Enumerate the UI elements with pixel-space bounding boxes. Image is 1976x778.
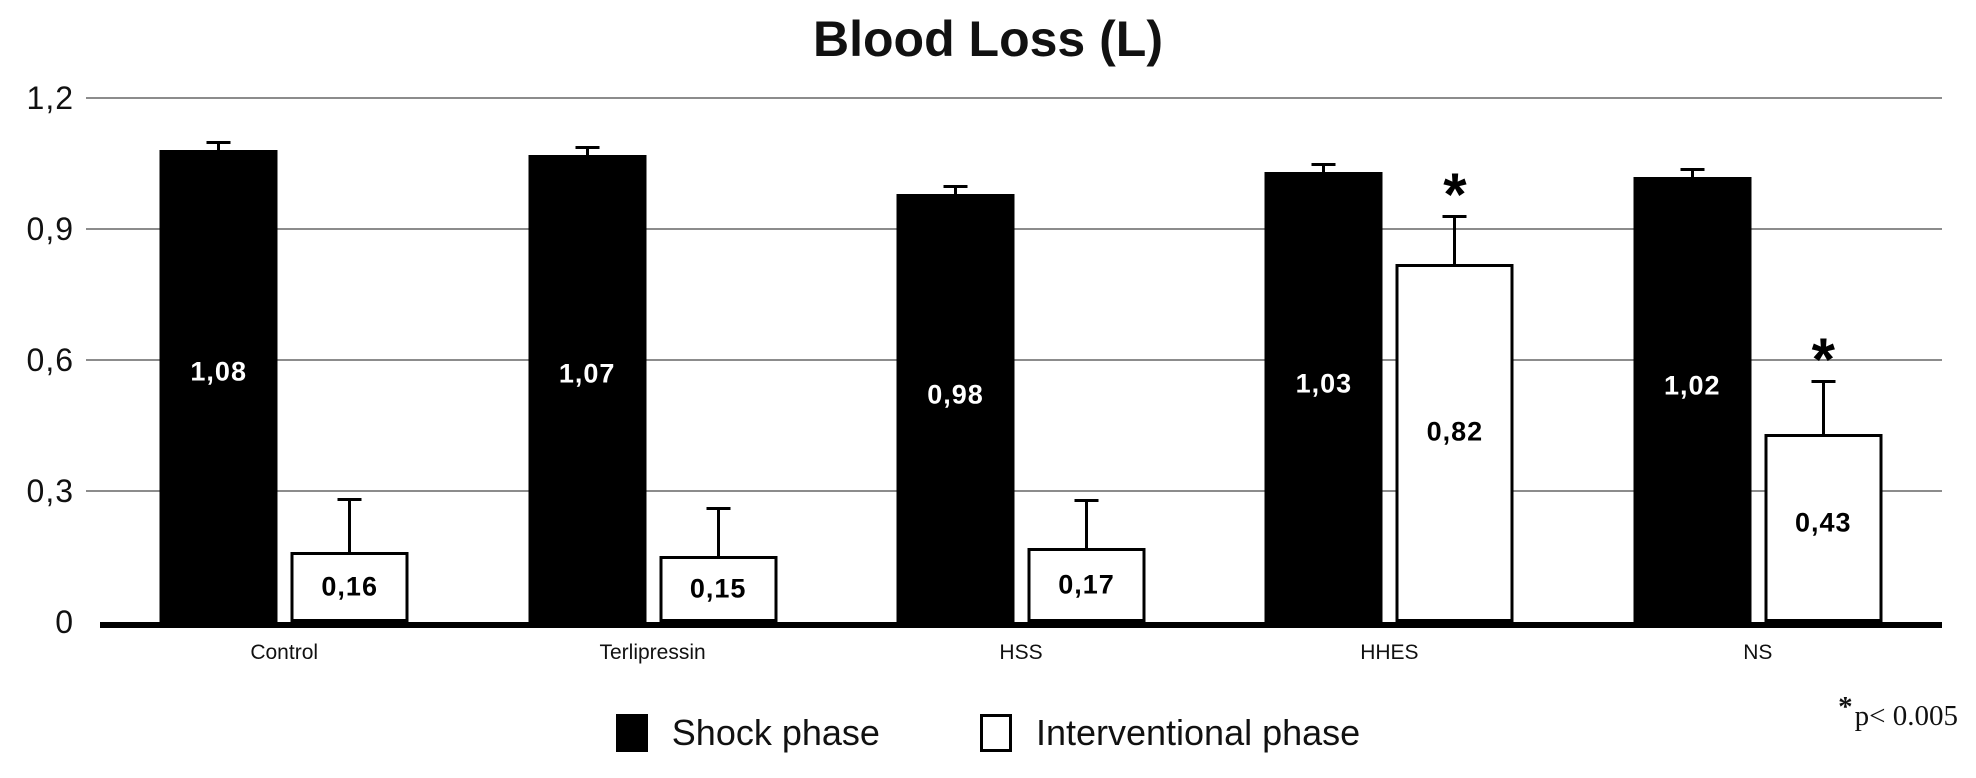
error-bar-stem	[1821, 380, 1825, 437]
significance-note: *p< 0.005	[1838, 691, 1958, 733]
legend-swatch-shock-phase	[615, 714, 648, 752]
x-category-label: Terlipressin	[599, 641, 706, 664]
error-bar-cap	[1680, 168, 1705, 171]
significance-asterisk: *	[1443, 161, 1467, 228]
bar-shock-hss: 0,98	[896, 185, 1015, 622]
error-bar-stem	[1322, 163, 1326, 172]
error-bar-stem	[954, 185, 957, 194]
y-tick-label: 0,9	[26, 211, 74, 247]
bar-group-control: 1,08 0,16 Control	[159, 141, 409, 664]
bar-interventional-terlipressin: 0,15	[659, 507, 778, 622]
bar-interventional-hss: 0,17	[1027, 499, 1146, 622]
legend-label: Interventional phase	[1035, 712, 1361, 753]
bar-group-ns: 1,02 0,43 * NS	[1633, 168, 1883, 664]
error-bar-cap	[206, 141, 231, 144]
error-bar-stem	[716, 507, 720, 559]
y-tick-label: 0	[55, 604, 74, 640]
bar-value-label: 0,16	[321, 571, 378, 602]
bar-value-label: 0,98	[927, 379, 984, 410]
bar-shock-ns: 1,02	[1633, 168, 1752, 622]
error-bar	[706, 507, 731, 559]
x-category-label: HHES	[1360, 641, 1419, 664]
note-text: p< 0.005	[1854, 700, 1958, 732]
error-bar-stem	[1690, 168, 1694, 177]
bar-interventional-ns: 0,43 *	[1764, 330, 1883, 622]
error-bar	[1442, 215, 1467, 267]
legend-swatch-interventional-phase	[979, 714, 1012, 752]
error-bar-cap	[1442, 215, 1467, 218]
bar-value-label: 0,15	[689, 573, 747, 604]
bar-value-label: 0,17	[1058, 569, 1115, 600]
error-bar-cap	[943, 185, 968, 188]
y-tick-label: 1,2	[26, 80, 74, 116]
error-bar	[206, 141, 231, 150]
legend-item-shock-phase: Shock phase	[615, 712, 880, 754]
legend-item-interventional-phase: Interventional phase	[979, 712, 1361, 754]
y-tick-label: 0,3	[26, 473, 74, 509]
chart-title: Blood Loss (L)	[813, 11, 1163, 67]
error-bar	[575, 146, 600, 155]
error-bar-stem	[348, 498, 352, 555]
bar-shock-control: 1,08	[159, 141, 278, 622]
error-bar-cap	[706, 507, 731, 510]
bar-group-terlipressin: 1,07 0,15 Terlipressin	[528, 146, 778, 664]
bar-value-label: 1,02	[1664, 370, 1721, 401]
significance-asterisk: *	[1811, 326, 1835, 393]
bar-interventional-control: 0,16	[290, 498, 409, 622]
gridline	[86, 97, 1942, 99]
error-bar-stem	[1453, 215, 1457, 267]
x-category-label: Control	[250, 641, 319, 664]
error-bar	[1680, 168, 1705, 177]
error-bar	[1074, 499, 1099, 551]
error-bar-cap	[1074, 499, 1099, 502]
y-axis: 0 0,3 0,6 0,9 1,2	[0, 81, 78, 639]
error-bar-cap	[1811, 380, 1836, 383]
error-bar-stem	[217, 141, 221, 150]
bar-interventional-hhes: 0,82 *	[1395, 165, 1514, 622]
error-bar-cap	[337, 498, 362, 501]
bar-group-hhes: 1,03 0,82 * HHES	[1264, 163, 1514, 664]
error-bar-stem	[585, 146, 589, 155]
plot-area: 1,08 0,16 Control 1,07 0,15 Terlipressin 0,98 0…	[86, 97, 1942, 664]
error-bar-cap	[575, 146, 600, 149]
bar-shock-terlipressin: 1,07	[528, 146, 647, 622]
bar-value-label: 0,82	[1426, 416, 1484, 447]
x-category-label: NS	[1743, 641, 1773, 664]
legend-label: Shock phase	[671, 712, 880, 753]
error-bar-stem	[1085, 499, 1088, 551]
x-axis-line	[100, 622, 1942, 628]
error-bar	[1811, 380, 1836, 437]
bar-value-label: 0,43	[1795, 507, 1852, 538]
bar-shock-hhes: 1,03	[1264, 163, 1383, 622]
x-category-label: HSS	[999, 641, 1043, 664]
bar-value-label: 1,07	[558, 358, 616, 389]
bar-group-hss: 0,98 0,17 HSS	[896, 185, 1146, 664]
error-bar-cap	[1311, 163, 1336, 166]
bar-value-label: 1,03	[1295, 368, 1353, 398]
error-bar	[1311, 163, 1336, 172]
legend: Shock phase Interventional phase	[0, 712, 1976, 754]
y-tick-label: 0,6	[26, 342, 74, 378]
bar-value-label: 1,08	[190, 356, 247, 387]
error-bar	[943, 185, 968, 194]
error-bar	[337, 498, 362, 555]
asterisk-symbol: *	[1838, 691, 1853, 723]
